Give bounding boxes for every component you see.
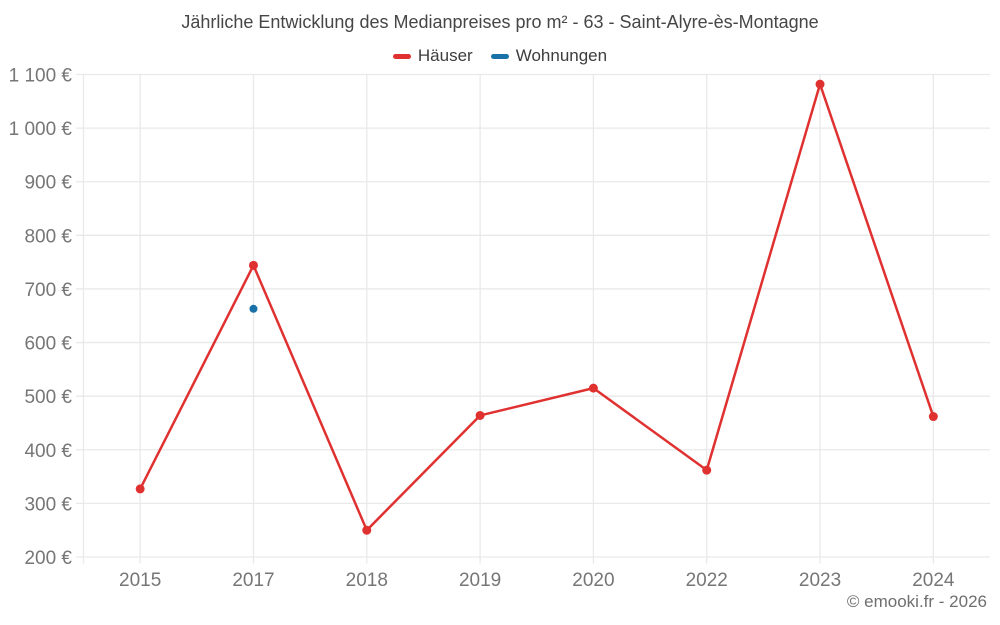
y-axis-tick-label: 700 € — [24, 280, 72, 301]
y-axis-tick-label: 800 € — [24, 226, 72, 247]
y-axis-tick-label: 400 € — [24, 441, 72, 462]
x-axis-tick-label: 2020 — [572, 570, 614, 591]
x-axis-tick-label: 2015 — [119, 570, 161, 591]
haeuser-point-2023[interactable] — [815, 79, 825, 89]
haeuser-point-2018[interactable] — [362, 525, 372, 535]
x-axis-tick-label: 2017 — [232, 570, 274, 591]
x-axis-tick-label: 2023 — [799, 570, 841, 591]
y-axis-tick-label: 500 € — [24, 387, 72, 408]
legend: Häuser Wohnungen — [0, 44, 1000, 68]
x-axis-tick-label: 2024 — [912, 570, 955, 591]
legend-label-haeuser: Häuser — [417, 46, 473, 65]
x-axis-tick-label: 2019 — [459, 570, 501, 591]
haeuser-point-2017[interactable] — [248, 260, 258, 270]
haeuser-point-2015[interactable] — [135, 484, 145, 494]
y-axis-tick-label: 300 € — [24, 494, 72, 515]
y-axis-tick-label: 900 € — [24, 173, 72, 194]
legend-item-haeuser[interactable]: Häuser — [392, 46, 473, 66]
copyright-watermark: © emooki.fr - 2026 — [846, 592, 987, 611]
legend-marker-wohnungen — [490, 53, 509, 59]
x-axis-tick-label: 2018 — [346, 570, 388, 591]
wohnungen-point-2017[interactable] — [249, 304, 258, 313]
y-axis-tick-label: 1 000 € — [9, 119, 73, 140]
y-axis-tick-label: 200 € — [24, 548, 72, 569]
haeuser-line — [138, 82, 935, 532]
legend-marker-haeuser — [392, 53, 411, 59]
y-axis-tick-label: 600 € — [24, 334, 72, 355]
chart-title: Jährliche Entwicklung des Medianpreises … — [181, 12, 819, 32]
legend-label-wohnungen: Wohnungen — [515, 46, 608, 65]
x-axis-tick-label: 2022 — [686, 570, 728, 591]
haeuser-point-2020[interactable] — [588, 383, 598, 393]
haeuser-point-2022[interactable] — [702, 465, 712, 475]
haeuser-point-2024[interactable] — [928, 412, 938, 422]
legend-item-wohnungen[interactable]: Wohnungen — [490, 46, 608, 66]
haeuser-point-2019[interactable] — [475, 410, 485, 420]
y-axis-tick-label: 1 100 € — [9, 66, 73, 87]
